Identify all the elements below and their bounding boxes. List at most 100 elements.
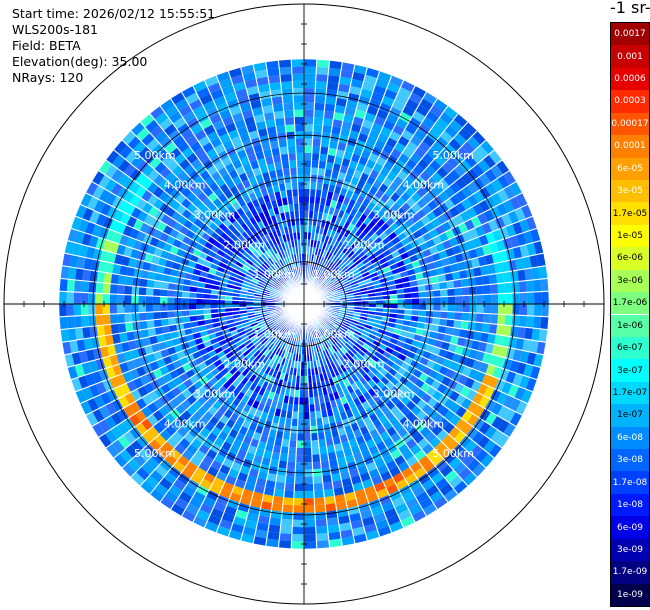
range-gate-cell [336,366,344,375]
range-gate-cell [135,409,147,423]
range-gate-cell [119,234,130,247]
range-gate-cell [263,112,275,121]
range-gate-cell [250,280,258,286]
range-gate-cell [265,259,273,267]
range-gate-cell [264,233,272,242]
range-gate-cell [138,448,152,462]
range-gate-cell [341,335,349,343]
range-gate-cell [236,448,248,459]
range-gate-cell [368,347,377,355]
range-gate-cell [152,186,165,199]
range-gate-cell [363,216,372,226]
range-gate-cell [433,296,441,304]
range-gate-cell [236,391,246,401]
range-gate-cell [252,431,262,441]
range-gate-cell [418,310,427,317]
range-gate-cell [88,210,101,224]
range-gate-cell [298,404,304,412]
range-gate-cell [275,474,286,483]
range-gate-cell [117,435,131,449]
range-gate-cell [373,236,383,246]
range-gate-cell [257,319,265,325]
range-gate-cell [497,282,506,294]
range-gate-cell [153,280,162,289]
range-gate-cell [150,488,165,502]
range-gate-cell [365,461,378,472]
range-gate-cell [517,269,526,282]
range-gate-cell [377,525,392,537]
range-gate-cell [314,95,326,104]
range-gate-cell [171,337,181,347]
range-gate-cell [218,222,228,232]
range-gate-cell [328,318,336,324]
range-gate-cell [104,262,114,274]
range-gate-cell [340,372,348,381]
range-gate-cell [515,400,528,416]
range-gate-cell [320,317,327,324]
range-gate-cell [538,265,548,280]
range-gate-cell [366,264,375,272]
range-gate-cell [416,278,425,286]
range-gate-cell [218,519,233,530]
range-gate-cell [279,525,293,534]
range-gate-cell [277,243,284,252]
range-gate-cell [329,346,336,354]
range-gate-cell [181,304,189,311]
range-gate-cell [119,265,128,276]
range-gate-cell [297,174,304,182]
range-gate-cell [395,118,409,130]
range-gate-cell [264,358,272,367]
range-gate-cell [185,135,199,147]
range-gate-cell [488,241,499,254]
range-gate-cell [186,152,199,165]
range-gate-cell [316,336,322,345]
range-gate-cell [362,257,371,265]
range-gate-cell [263,329,271,336]
range-gate-cell [315,271,321,279]
range-gate-cell [285,475,295,484]
range-gate-cell [498,345,509,358]
range-gate-cell [343,283,351,289]
range-gate-cell [318,241,324,250]
range-gate-cell [454,287,463,297]
range-gate-cell [449,414,462,427]
range-gate-cell [332,480,343,489]
range-gate-cell [333,443,344,452]
range-gate-cell [325,322,332,329]
range-gate-cell [286,271,291,280]
range-gate-cell [328,60,343,70]
range-gate-cell [264,374,272,383]
range-gate-cell [161,154,174,167]
range-gate-cell [231,112,244,123]
range-gate-cell [477,341,488,353]
ray-separator [4,287,305,305]
range-gate-cell [359,346,369,354]
range-gate-cell [159,477,173,491]
colorbar-cell: 1.7e-09 [611,561,649,584]
range-gate-cell [232,516,247,527]
range-gate-cell [466,426,479,440]
range-gate-cell [364,324,373,330]
range-gate-cell [159,117,173,131]
range-gate-cell [128,339,138,351]
range-gate-cell [471,430,485,445]
range-gate-cell [288,255,293,263]
range-gate-cell [316,66,329,75]
range-gate-cell [292,196,299,204]
range-gate-cell [93,394,106,409]
range-gate-cell [253,231,261,240]
range-gate-cell [304,160,312,168]
range-gate-cell [59,291,67,304]
range-gate-cell [345,315,353,320]
range-gate-cell [446,280,455,289]
range-gate-cell [182,316,191,324]
range-gate-cell [241,284,250,290]
range-gate-cell [354,258,363,266]
ray-separator [303,4,353,305]
range-gate-cell [505,304,513,315]
range-gate-cell [349,347,358,355]
range-gate-cell [376,332,385,340]
ray-separator [303,87,521,305]
range-gate-cell [156,333,165,344]
range-gate-cell [288,203,295,212]
